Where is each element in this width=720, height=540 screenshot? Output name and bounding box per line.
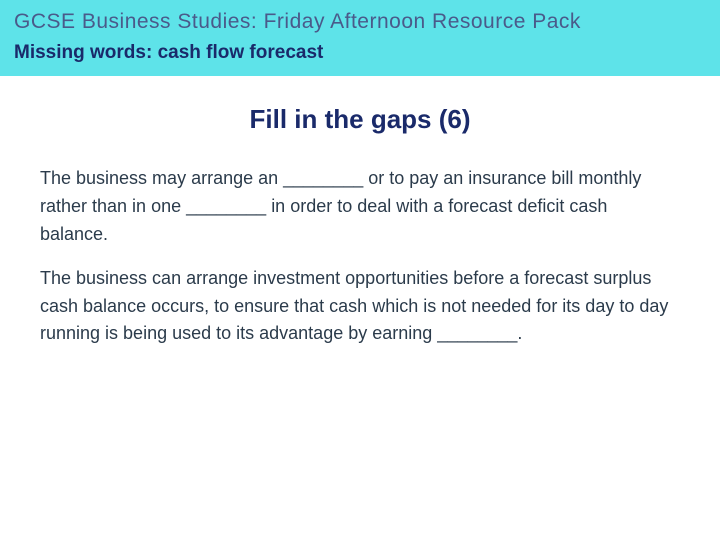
paragraph-1: The business may arrange an ________ or … — [40, 165, 680, 249]
slide-content: Fill in the gaps (6) The business may ar… — [0, 76, 720, 348]
course-title: GCSE Business Studies: Friday Afternoon … — [14, 10, 706, 34]
exercise-title: Fill in the gaps (6) — [40, 104, 680, 135]
slide-header: GCSE Business Studies: Friday Afternoon … — [0, 0, 720, 76]
worksheet-subtitle: Missing words: cash flow forecast — [14, 42, 706, 64]
paragraph-2: The business can arrange investment oppo… — [40, 265, 680, 349]
